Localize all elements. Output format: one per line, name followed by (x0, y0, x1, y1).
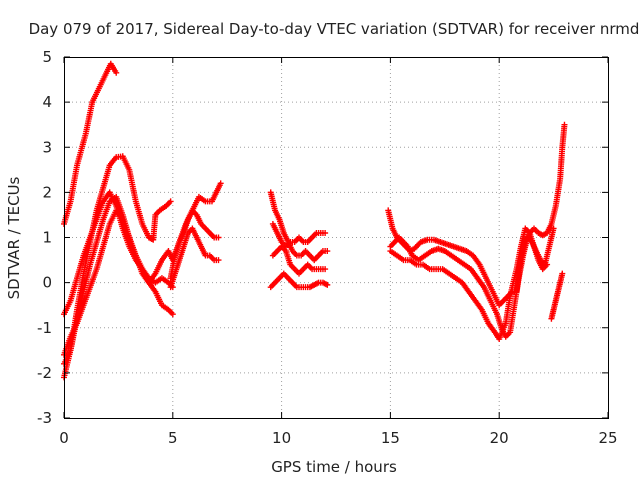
data-point (169, 311, 176, 318)
y-axis-label: SDTVAR / TECUs (5, 176, 23, 299)
y-tick-label: 2 (42, 183, 52, 201)
data-points (61, 60, 568, 381)
y-tick-label: 4 (42, 93, 52, 111)
data-point (113, 69, 120, 76)
y-tick-label: -3 (37, 409, 52, 427)
y-tick-label: 3 (42, 138, 52, 156)
data-point (167, 198, 174, 205)
y-axis: -3 -2 -1 0 1 2 3 4 5 (37, 48, 608, 427)
data-point (322, 266, 329, 273)
data-point (215, 234, 222, 241)
data-point (217, 180, 224, 187)
x-tick-label: 25 (598, 429, 617, 447)
data-point (550, 225, 557, 232)
y-tick-label: -1 (37, 319, 52, 337)
data-point (322, 229, 329, 236)
x-tick-label: 15 (381, 429, 400, 447)
y-tick-label: -2 (37, 364, 52, 382)
y-tick-label: 0 (42, 274, 52, 292)
data-point (215, 257, 222, 264)
chart-title: Day 079 of 2017, Sidereal Day-to-day VTE… (29, 20, 640, 38)
data-point (561, 121, 568, 128)
data-point (544, 261, 551, 268)
data-point (324, 248, 331, 255)
x-tick-label: 20 (490, 429, 509, 447)
y-tick-label: 1 (42, 229, 52, 247)
x-tick-label: 0 (59, 429, 69, 447)
data-point (324, 281, 331, 288)
y-tick-label: 5 (42, 48, 52, 66)
x-tick-label: 10 (272, 429, 291, 447)
grid (64, 57, 608, 418)
x-axis-label: GPS time / hours (271, 458, 397, 476)
x-tick-label: 5 (168, 429, 178, 447)
x-axis: 0 5 10 15 20 25 (59, 57, 618, 447)
data-point (559, 270, 566, 277)
